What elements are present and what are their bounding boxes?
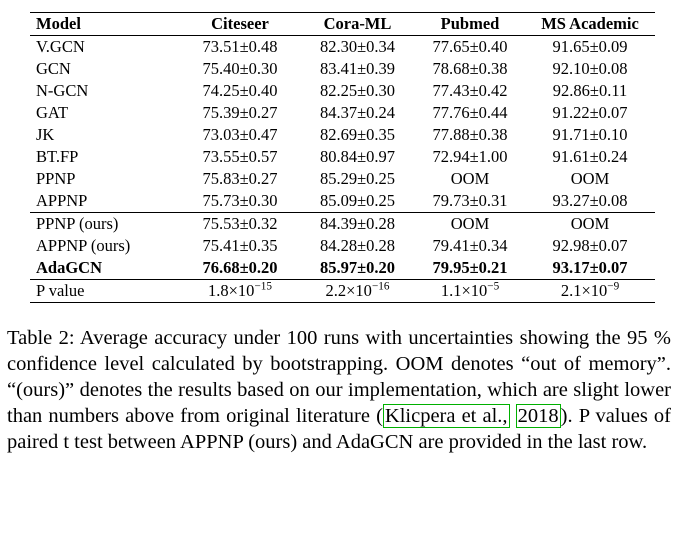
model-cell: AdaGCN [36, 258, 103, 277]
paper-page: Model Citeseer Cora-ML Pubmed MS Academi… [0, 12, 680, 455]
value-cell: 92.98±0.07 [552, 236, 628, 255]
value-cell: 92.86±0.11 [552, 81, 628, 100]
ours-rows-group: PPNP (ours) 75.53±0.32 84.39±0.28 OOM OO… [30, 213, 655, 280]
value-cell: 80.84±0.97 [319, 147, 396, 166]
p-value-exponent: −5 [487, 280, 500, 293]
col-header-ms-academic: MS Academic [541, 14, 639, 33]
value-cell: 79.41±0.34 [432, 236, 508, 255]
value-cell: 77.65±0.40 [432, 37, 508, 56]
value-cell: OOM [450, 214, 490, 233]
table-row: GAT 75.39±0.27 84.37±0.24 77.76±0.44 91.… [30, 102, 655, 124]
value-cell: 84.37±0.24 [319, 103, 396, 122]
value-cell: 83.41±0.39 [319, 59, 396, 78]
value-cell: 82.30±0.34 [319, 37, 396, 56]
model-cell: N-GCN [36, 81, 89, 100]
value-cell: 76.68±0.20 [202, 258, 278, 277]
table-row: GCN 75.40±0.30 83.41±0.39 78.68±0.38 92.… [30, 58, 655, 80]
col-header-pubmed: Pubmed [440, 14, 500, 33]
value-cell: 73.03±0.47 [202, 125, 278, 144]
value-cell: 84.28±0.28 [319, 236, 396, 255]
value-cell: 72.94±1.00 [432, 147, 508, 166]
value-cell: 78.68±0.38 [432, 59, 508, 78]
table-row-adagcn: AdaGCN 76.68±0.20 85.97±0.20 79.95±0.21 … [30, 257, 655, 280]
p-value-label: P value [36, 281, 85, 300]
table-row: BT.FP 73.55±0.57 80.84±0.97 72.94±1.00 9… [30, 146, 655, 168]
value-cell: 91.65±0.09 [552, 37, 628, 56]
p-value-cell: 1.8×10−15 [180, 280, 300, 303]
table-row: PPNP (ours) 75.53±0.32 84.39±0.28 OOM OO… [30, 213, 655, 236]
table-caption: Table 2: Average accuracy under 100 runs… [0, 325, 680, 455]
value-cell: OOM [450, 169, 490, 188]
p-value-exponent: −9 [607, 280, 620, 293]
model-cell: PPNP (ours) [36, 214, 119, 233]
p-value-base: 2.2×10 [325, 281, 372, 300]
caption-text-after-citation: ). P values of paired t test between APP… [7, 405, 671, 453]
value-cell: 93.27±0.08 [552, 191, 628, 210]
p-value-base: 1.8×10 [208, 281, 255, 300]
table-row: PPNP 75.83±0.27 85.29±0.25 OOM OOM [30, 168, 655, 190]
table-row: JK 73.03±0.47 82.69±0.35 77.88±0.38 91.7… [30, 124, 655, 146]
table-row: N-GCN 74.25±0.40 82.25±0.30 77.43±0.42 9… [30, 80, 655, 102]
p-value-base: 1.1×10 [440, 281, 488, 300]
value-cell: 73.51±0.48 [202, 37, 278, 56]
value-cell: 77.88±0.38 [432, 125, 508, 144]
p-value-row: P value 1.8×10−15 2.2×10−16 1.1×10−5 2.1… [30, 280, 655, 303]
p-value-cell: 2.1×10−9 [525, 280, 655, 303]
value-cell: 79.73±0.31 [432, 191, 508, 210]
value-cell: OOM [570, 214, 610, 233]
p-value-base: 2.1×10 [560, 281, 608, 300]
value-cell: 75.73±0.30 [202, 191, 278, 210]
p-value-cell: 2.2×10−16 [300, 280, 415, 303]
citation-link-authors[interactable]: Klicpera et al., [382, 404, 510, 428]
value-cell: 91.71±0.10 [552, 125, 628, 144]
model-cell: BT.FP [36, 147, 79, 166]
value-cell: 73.55±0.57 [202, 147, 278, 166]
value-cell: 77.76±0.44 [432, 103, 508, 122]
table-row: APPNP 75.73±0.30 85.09±0.25 79.73±0.31 9… [30, 190, 655, 213]
value-cell: 77.43±0.42 [432, 81, 508, 100]
value-cell: 85.29±0.25 [319, 169, 396, 188]
value-cell: 75.53±0.32 [202, 214, 278, 233]
value-cell: 79.95±0.21 [432, 258, 508, 277]
header-row: Model Citeseer Cora-ML Pubmed MS Academi… [30, 13, 655, 36]
value-cell: 85.09±0.25 [319, 191, 396, 210]
p-value-exponent: −16 [371, 280, 390, 293]
value-cell: 92.10±0.08 [552, 59, 628, 78]
table-header: Model Citeseer Cora-ML Pubmed MS Academi… [30, 12, 655, 36]
caption-text-before-citation: Table 2: Average accuracy under 100 runs… [7, 327, 671, 427]
table-row: APPNP (ours) 75.41±0.35 84.28±0.28 79.41… [30, 235, 655, 257]
value-cell: 75.39±0.27 [202, 103, 278, 122]
value-cell: 91.61±0.24 [552, 147, 628, 166]
p-value-exponent: −15 [254, 280, 272, 293]
model-cell: JK [36, 125, 55, 144]
value-cell: 74.25±0.40 [202, 81, 278, 100]
value-cell: 75.83±0.27 [202, 169, 278, 188]
p-value-row-group: P value 1.8×10−15 2.2×10−16 1.1×10−5 2.1… [30, 280, 655, 303]
baseline-rows-group: V.GCN 73.51±0.48 82.30±0.34 77.65±0.40 9… [30, 36, 655, 213]
model-cell: APPNP (ours) [36, 236, 131, 255]
table-row: V.GCN 73.51±0.48 82.30±0.34 77.65±0.40 9… [30, 36, 655, 59]
value-cell: 93.17±0.07 [552, 258, 628, 277]
value-cell: 84.39±0.28 [319, 214, 396, 233]
value-cell: 75.41±0.35 [202, 236, 278, 255]
value-cell: 85.97±0.20 [319, 258, 396, 277]
results-table: Model Citeseer Cora-ML Pubmed MS Academi… [30, 12, 655, 303]
col-header-model: Model [36, 14, 81, 33]
value-cell: 75.40±0.30 [202, 59, 278, 78]
model-cell: PPNP [36, 169, 76, 188]
value-cell: OOM [570, 169, 610, 188]
model-cell: V.GCN [36, 37, 85, 56]
model-cell: APPNP [36, 191, 88, 210]
model-cell: GAT [36, 103, 69, 122]
value-cell: 91.22±0.07 [552, 103, 628, 122]
citation-link-year[interactable]: 2018 [515, 404, 561, 428]
model-cell: GCN [36, 59, 71, 78]
value-cell: 82.69±0.35 [319, 125, 396, 144]
value-cell: 82.25±0.30 [319, 81, 396, 100]
col-header-citeseer: Citeseer [211, 14, 269, 33]
p-value-cell: 1.1×10−5 [415, 280, 525, 303]
caption-citation-space [510, 405, 516, 427]
col-header-cora-ml: Cora-ML [323, 14, 392, 33]
